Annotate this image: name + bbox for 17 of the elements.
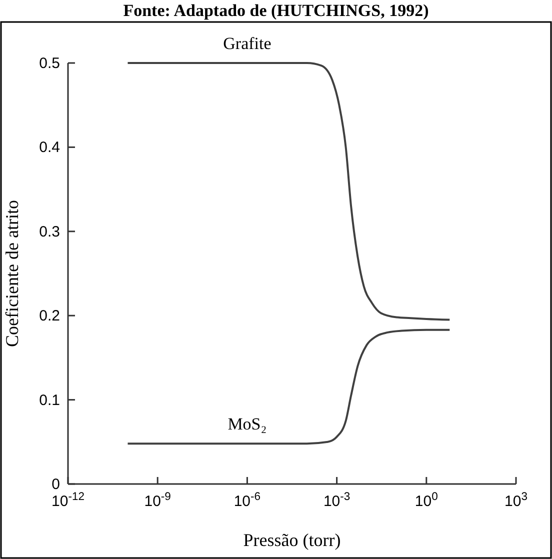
x-tick-label: 10$^{-12}$: [52, 491, 84, 510]
y-tick-label: 0: [52, 476, 60, 493]
annotation: MoS₂: [228, 414, 267, 434]
chart-title: Fonte: Adaptado de (HUTCHINGS, 1992): [123, 1, 429, 20]
annotation: Grafite: [223, 34, 272, 53]
x-tick-label: 10$^{-9}$: [144, 491, 171, 510]
x-axis-title: Pressão (torr): [243, 530, 341, 550]
y-axis-title: Coeficiente de atrito: [2, 200, 22, 347]
x-tick-label: 10$^{0}$: [414, 491, 438, 510]
y-tick-label: 0.2: [39, 308, 60, 325]
y-tick-label: 0.1: [39, 392, 60, 409]
x-tick-label: 10$^{3}$: [504, 491, 528, 510]
y-tick-label: 0.4: [39, 139, 60, 156]
y-tick-label: 0.5: [39, 55, 60, 72]
x-tick-label: 10$^{-6}$: [234, 491, 261, 510]
y-tick-label: 0.3: [39, 223, 60, 240]
x-tick-label: 10$^{-3}$: [323, 491, 350, 510]
